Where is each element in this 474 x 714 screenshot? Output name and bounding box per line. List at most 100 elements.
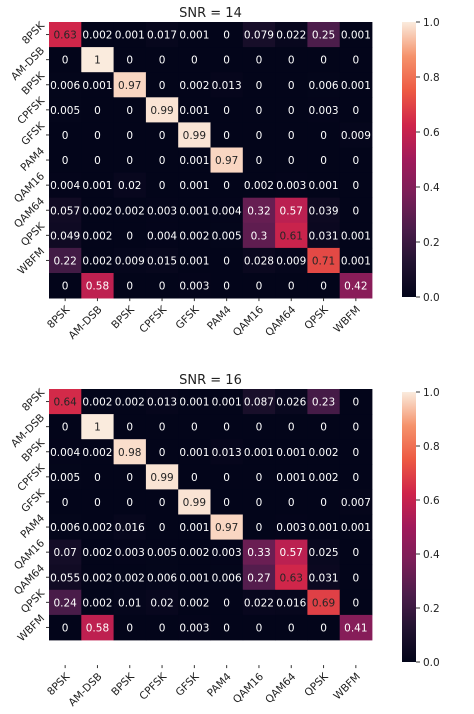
- cell-value-label: 0.001: [341, 522, 371, 534]
- cell-value-label: 0.001: [244, 447, 274, 459]
- x-tick-label: GFSK: [174, 670, 203, 699]
- cell-value-label: 0.002: [82, 255, 112, 267]
- cell-value-label: 0.27: [247, 572, 270, 584]
- heatmap-cell: [275, 514, 308, 540]
- heatmap-cell: [49, 172, 82, 199]
- cell-value-label: 0: [288, 130, 295, 142]
- heatmap-cell: [307, 489, 341, 515]
- cell-value-label: 0: [256, 522, 263, 534]
- heatmap-cell: [242, 439, 276, 465]
- cell-value-label: 1: [94, 55, 101, 67]
- cell-value-label: 0.022: [276, 30, 306, 42]
- cell-value-label: 0.002: [82, 230, 112, 242]
- heatmap-cell: [81, 414, 114, 440]
- cell-value-label: 0.002: [244, 180, 274, 192]
- cell-value-label: 0.32: [247, 205, 270, 217]
- heatmap-cell: [145, 614, 179, 641]
- heatmap-cell: [242, 389, 276, 415]
- heatmap-cell: [242, 97, 276, 123]
- heatmap-cell: [178, 147, 211, 173]
- heatmap-cell: [210, 72, 244, 98]
- cell-value-label: 0: [159, 447, 166, 459]
- heatmap-cell: [307, 222, 341, 249]
- cell-value-label: 0.002: [82, 522, 112, 534]
- heatmap-cell: [145, 389, 179, 415]
- chart-title: SNR = 14: [179, 6, 242, 21]
- cell-value-label: 0.001: [82, 80, 112, 92]
- heatmap-cell: [178, 22, 211, 48]
- cell-value-label: 0: [126, 230, 133, 242]
- heatmap-cell: [339, 122, 373, 148]
- cell-value-label: 0.99: [183, 497, 206, 509]
- cell-value-label: 0.33: [247, 547, 270, 559]
- cell-value-label: 0.99: [150, 472, 173, 484]
- colorbar: [402, 392, 416, 662]
- y-tick-label: CPFSK: [15, 94, 48, 127]
- cell-value-label: 0.57: [280, 205, 303, 217]
- cell-value-label: 0.006: [50, 80, 80, 92]
- heatmap-cell: [339, 72, 373, 98]
- cell-value-label: 0.006: [147, 572, 177, 584]
- heatmap-cell: [339, 247, 373, 274]
- cell-value-label: 0.049: [50, 230, 80, 242]
- cell-value-label: 0.41: [344, 622, 367, 634]
- cell-value-label: 0.004: [212, 205, 242, 217]
- heatmap-cell: [49, 589, 82, 616]
- cell-value-label: 0.99: [150, 105, 173, 117]
- heatmap-cell: [81, 197, 114, 224]
- heatmap-cell: [49, 464, 82, 490]
- heatmap-cell: [307, 539, 341, 566]
- cell-value-label: 0: [256, 497, 263, 509]
- cell-value-label: 0.001: [179, 397, 209, 409]
- heatmap-cell: [307, 72, 341, 98]
- x-tick-label: GFSK: [174, 303, 203, 332]
- cell-value-label: 0: [62, 155, 69, 167]
- cell-value-label: 1: [94, 422, 101, 434]
- cell-value-label: 0: [353, 180, 360, 192]
- cell-value-label: 0: [353, 397, 360, 409]
- cell-value-label: 0.002: [115, 572, 145, 584]
- cell-value-label: 0.002: [82, 547, 112, 559]
- x-tick-label: PAM4: [205, 671, 234, 700]
- heatmap-cell: [49, 389, 82, 415]
- cell-value-label: 0.013: [212, 447, 242, 459]
- cell-value-label: 0: [223, 622, 230, 634]
- cell-value-label: 0.002: [179, 80, 209, 92]
- cell-value-label: 0.003: [212, 547, 242, 559]
- colorbar-tick-label: 0.0: [423, 657, 440, 669]
- heatmap-cell: [210, 564, 244, 591]
- heatmap-cell: [49, 273, 82, 299]
- heatmap-cell: [307, 247, 341, 274]
- heatmap-cell: [242, 122, 276, 148]
- cell-value-label: 0.016: [276, 597, 306, 609]
- heatmap-cell: [145, 273, 179, 299]
- heatmap-cell: [145, 489, 179, 515]
- heatmap-cell: [307, 122, 341, 148]
- heatmap-cell: [145, 564, 179, 591]
- heatmap-cell: [49, 514, 82, 540]
- heatmap-cell: [81, 147, 114, 173]
- x-tick-label: AM-DSB: [66, 304, 104, 342]
- heatmap-cell: [113, 147, 147, 173]
- cell-value-label: 0: [353, 572, 360, 584]
- cell-value-label: 0.002: [82, 205, 112, 217]
- heatmap-cell: [275, 222, 308, 249]
- cell-value-label: 0: [191, 472, 198, 484]
- heatmap-cell: [113, 97, 147, 123]
- heatmap-cell: [275, 97, 308, 123]
- x-tick-label: WBFM: [331, 671, 363, 703]
- heatmap-cell: [275, 589, 308, 616]
- heatmap-cell: [49, 439, 82, 465]
- x-tick-label: 8PSK: [45, 670, 73, 698]
- heatmap-cell: [49, 122, 82, 148]
- heatmap-cell: [210, 389, 244, 415]
- heatmap-cell: [178, 564, 211, 591]
- cell-value-label: 0.3: [251, 230, 268, 242]
- heatmap-cell: [242, 273, 276, 299]
- cell-value-label: 0: [62, 622, 69, 634]
- cell-value-label: 0: [288, 80, 295, 92]
- heatmap-cell: [307, 47, 341, 73]
- cell-value-label: 0.016: [115, 522, 145, 534]
- heatmap-cell: [178, 172, 211, 199]
- cell-value-label: 0: [320, 130, 327, 142]
